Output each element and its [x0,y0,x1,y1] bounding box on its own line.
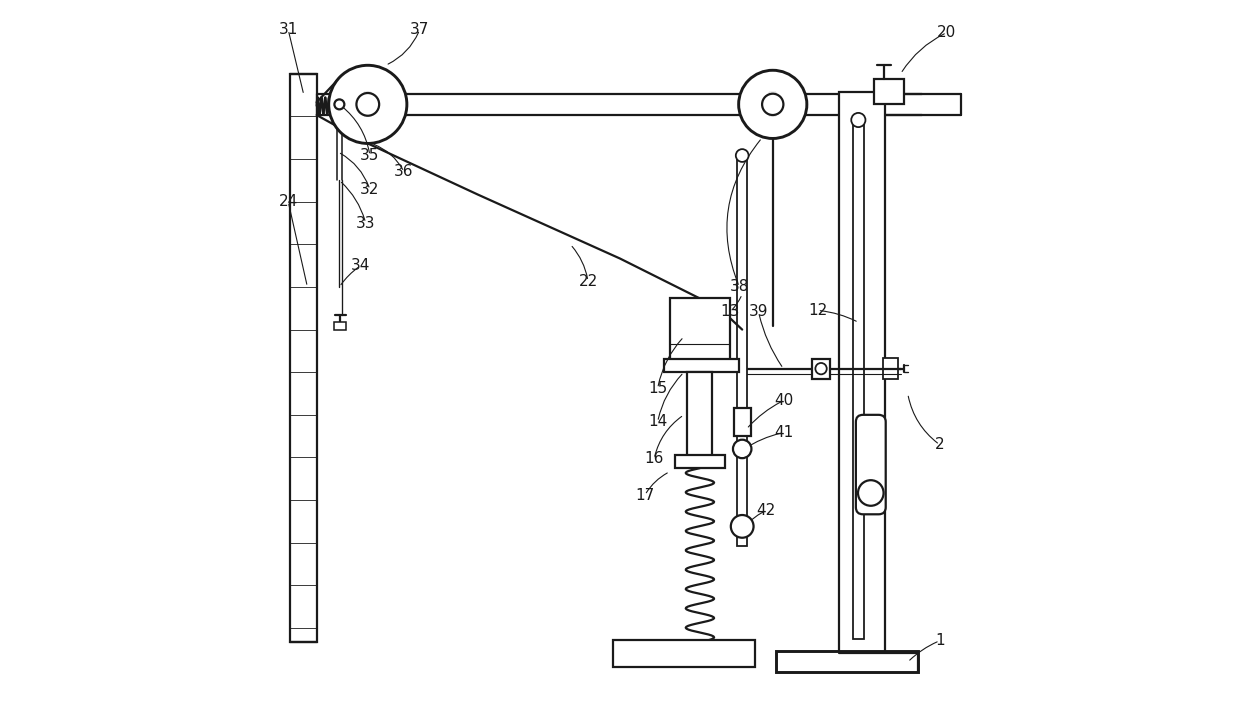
Text: 40: 40 [774,393,794,408]
Bar [675,455,725,468]
Bar [853,120,864,639]
Text: 24: 24 [279,194,298,209]
Bar [365,92,371,117]
Text: 13: 13 [720,304,740,319]
Circle shape [356,93,379,116]
Text: 34: 34 [351,258,371,273]
Text: 16: 16 [645,451,663,466]
Circle shape [733,440,751,458]
FancyBboxPatch shape [856,415,885,514]
Bar [665,359,739,372]
Text: 41: 41 [774,425,794,440]
Text: 39: 39 [749,304,769,319]
Bar [874,79,904,104]
Text: 15: 15 [649,381,667,396]
Circle shape [858,480,884,505]
Text: 32: 32 [361,182,379,197]
Text: 14: 14 [649,415,667,430]
Circle shape [735,149,749,162]
Text: 12: 12 [808,303,827,318]
Text: 33: 33 [356,216,376,231]
Bar [290,74,316,642]
Text: 1: 1 [935,633,945,648]
Text: 31: 31 [279,22,298,37]
Text: 42: 42 [756,503,775,518]
Text: 20: 20 [937,25,956,40]
Text: 37: 37 [410,22,429,37]
Bar [334,322,346,329]
Bar [838,92,885,653]
Text: 17: 17 [635,488,655,503]
Circle shape [816,363,827,374]
Circle shape [739,70,807,138]
Circle shape [730,515,754,538]
Circle shape [329,65,407,143]
Bar [883,358,899,379]
Text: 22: 22 [578,274,598,289]
Bar [687,372,712,458]
Bar [738,155,748,546]
Bar [776,651,919,672]
Bar [613,640,755,667]
Bar [670,298,730,365]
Bar [734,407,750,436]
Text: 35: 35 [361,148,379,163]
Text: 38: 38 [729,279,749,294]
Circle shape [763,94,784,115]
Text: 36: 36 [394,165,414,180]
Circle shape [851,113,866,127]
Bar [769,92,776,117]
Text: 2: 2 [935,437,945,453]
Bar [812,359,831,379]
Circle shape [335,100,345,110]
Bar [332,95,346,117]
